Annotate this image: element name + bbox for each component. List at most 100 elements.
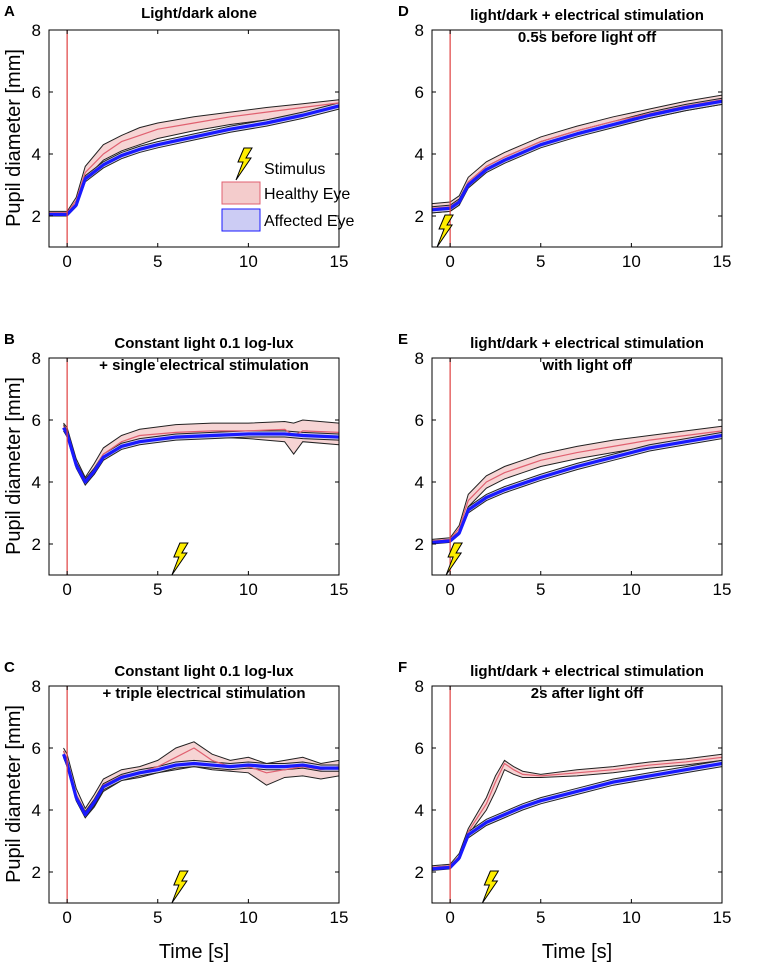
- stimulus-bolt-icon: [171, 542, 189, 576]
- healthy-upper-bound: [63, 741, 339, 810]
- axes-box: [431, 29, 723, 248]
- affected-upper-bound: [432, 97, 722, 208]
- healthy-upper-bound: [63, 419, 339, 479]
- panel-letter: F: [398, 659, 407, 676]
- x-tick-label: 15: [713, 252, 732, 271]
- legend-stimulus-label: Stimulus: [264, 161, 325, 178]
- y-tick-label: 8: [32, 349, 41, 368]
- plot-area: [62, 419, 339, 486]
- y-tick-label: 2: [32, 535, 41, 554]
- x-axis-label-right: Time [s]: [542, 941, 612, 963]
- panel-title-line: + single electrical stimulation: [99, 357, 309, 374]
- y-tick-label: 6: [415, 739, 424, 758]
- x-tick-label: 10: [239, 580, 258, 599]
- plot-area: [62, 741, 339, 819]
- y-tick-label: 4: [32, 473, 41, 492]
- panel-c: C Constant light 0.1 log-lux + triple elec…: [4, 659, 348, 927]
- legend-bolt-icon: [235, 147, 253, 181]
- stimulus-bolt-icon: [445, 542, 464, 576]
- affected-upper-bound: [432, 759, 722, 868]
- affected-mean-line: [49, 104, 339, 217]
- y-tick-label: 8: [32, 21, 41, 40]
- y-tick-label: 8: [415, 349, 424, 368]
- plot-area: [432, 94, 722, 214]
- x-axis-label-left: Time [s]: [159, 941, 229, 963]
- y-axis-label-row-2: Pupil diameter [mm]: [3, 377, 25, 555]
- axes-box: [431, 357, 723, 576]
- x-tick-label: 0: [445, 908, 454, 927]
- panel-title-line: 2s after light off: [531, 685, 645, 702]
- stimulus-bolt-icon: [171, 870, 189, 904]
- healthy-upper-bound: [49, 99, 339, 212]
- axes-box: [431, 685, 723, 904]
- affected-mean-line: [432, 761, 722, 871]
- stimulus-bolt-icon: [436, 214, 454, 248]
- x-tick-label: 15: [330, 908, 349, 927]
- legend-affected-swatch: [221, 208, 261, 232]
- x-tick-label: 0: [445, 580, 454, 599]
- legend-affected-label: Affected Eye: [264, 213, 355, 230]
- panel-letter: E: [398, 331, 408, 348]
- panel-letter: B: [4, 331, 15, 348]
- axes-box: [48, 685, 340, 904]
- panel-title-line: + triple electrical stimulation: [103, 685, 306, 702]
- panel-b: B Constant light 0.1 log-lux + single elec…: [4, 331, 348, 599]
- legend: Stimulus Healthy Eye Affected Eye: [221, 147, 355, 232]
- healthy-upper-bound: [432, 753, 722, 867]
- y-tick-label: 8: [415, 677, 424, 696]
- healthy-lower-bound: [432, 103, 722, 214]
- x-tick-label: 15: [713, 908, 732, 927]
- y-tick-label: 6: [415, 411, 424, 430]
- healthy-mean-line: [432, 99, 722, 209]
- y-tick-label: 6: [32, 83, 41, 102]
- panel-title-line: light/dark + electrical stimulation: [470, 7, 704, 24]
- legend-healthy-label: Healthy Eye: [264, 186, 350, 203]
- affected-band: [432, 98, 722, 213]
- x-tick-label: 15: [713, 580, 732, 599]
- x-tick-label: 0: [62, 252, 71, 271]
- y-tick-label: 6: [415, 83, 424, 102]
- x-tick-label: 0: [445, 252, 454, 271]
- panel-title-line: Constant light 0.1 log-lux: [114, 663, 294, 680]
- y-tick-label: 4: [415, 145, 424, 164]
- x-tick-label: 10: [622, 908, 641, 927]
- legend-healthy-swatch: [221, 181, 261, 205]
- panel-letter: A: [4, 3, 15, 20]
- y-tick-label: 4: [32, 801, 41, 820]
- affected-mean-line: [62, 426, 339, 484]
- panel-a: A Light/dark alone 0 5 10 15 2 4 6 8: [4, 3, 348, 271]
- panel-letter: C: [4, 659, 15, 676]
- y-tick-label: 8: [32, 677, 41, 696]
- y-tick-label: 4: [415, 801, 424, 820]
- plot-area: [49, 99, 339, 217]
- x-tick-label: 5: [153, 580, 162, 599]
- panel-letter: D: [398, 3, 409, 20]
- x-tick-label: 5: [536, 580, 545, 599]
- x-tick-label: 5: [536, 252, 545, 271]
- healthy-lower-bound: [432, 759, 722, 870]
- y-axis-label-row-1: Pupil diameter [mm]: [3, 49, 25, 227]
- plot-area: [432, 753, 722, 871]
- x-tick-label: 10: [239, 908, 258, 927]
- y-tick-label: 2: [415, 535, 424, 554]
- healthy-band: [63, 420, 339, 484]
- x-tick-label: 0: [62, 908, 71, 927]
- plot-area: [432, 425, 722, 545]
- y-tick-label: 4: [32, 145, 41, 164]
- panel-title-line: with light off: [541, 357, 632, 374]
- y-tick-label: 2: [415, 207, 424, 226]
- panel-title-line: Light/dark alone: [141, 5, 257, 22]
- healthy-band: [432, 95, 722, 213]
- x-tick-label: 15: [330, 252, 349, 271]
- y-tick-label: 6: [32, 739, 41, 758]
- affected-mean-line: [62, 753, 339, 817]
- x-tick-label: 0: [62, 580, 71, 599]
- y-axis-label-row-3: Pupil diameter [mm]: [3, 705, 25, 883]
- healthy-upper-bound: [432, 94, 722, 205]
- panel-title-line: light/dark + electrical stimulation: [470, 663, 704, 680]
- x-tick-label: 5: [536, 908, 545, 927]
- y-tick-label: 6: [32, 411, 41, 430]
